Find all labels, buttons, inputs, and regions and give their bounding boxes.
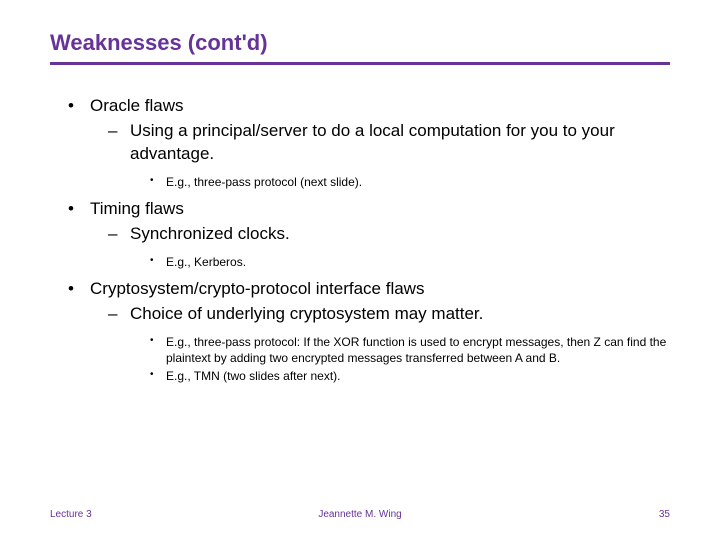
- bullet-marker: –: [108, 303, 130, 326]
- bullet-marker: •: [68, 278, 90, 301]
- bullet-item: • Timing flaws: [68, 198, 670, 221]
- slide-title: Weaknesses (cont'd): [50, 30, 670, 56]
- bullet-text: E.g., three-pass protocol (next slide).: [166, 174, 362, 190]
- bullet-marker: •: [68, 95, 90, 118]
- footer-right: 35: [659, 509, 670, 520]
- bullet-text: Using a principal/server to do a local c…: [130, 120, 670, 166]
- bullet-marker: •: [68, 198, 90, 221]
- bullet-marker: •: [150, 334, 166, 366]
- bullet-text: E.g., Kerberos.: [166, 254, 246, 270]
- bullet-item: • E.g., three-pass protocol (next slide)…: [150, 174, 670, 190]
- slide-content: • Oracle flaws – Using a principal/serve…: [50, 95, 670, 385]
- bullet-marker: –: [108, 223, 130, 246]
- footer-left: Lecture 3: [50, 509, 92, 520]
- bullet-text: E.g., three-pass protocol: If the XOR fu…: [166, 334, 670, 366]
- bullet-text: Cryptosystem/crypto-protocol interface f…: [90, 278, 424, 301]
- bullet-text: Timing flaws: [90, 198, 184, 221]
- bullet-text: E.g., TMN (two slides after next).: [166, 368, 341, 384]
- bullet-text: Synchronized clocks.: [130, 223, 290, 246]
- bullet-marker: •: [150, 254, 166, 270]
- bullet-item: • E.g., three-pass protocol: If the XOR …: [150, 334, 670, 366]
- bullet-marker: –: [108, 120, 130, 166]
- slide: Weaknesses (cont'd) • Oracle flaws – Usi…: [0, 0, 720, 540]
- bullet-marker: •: [150, 368, 166, 384]
- footer-center: Jeannette M. Wing: [318, 509, 401, 520]
- bullet-item: • Cryptosystem/crypto-protocol interface…: [68, 278, 670, 301]
- bullet-item: – Choice of underlying cryptosystem may …: [108, 303, 670, 326]
- bullet-item: • E.g., TMN (two slides after next).: [150, 368, 670, 384]
- bullet-item: – Synchronized clocks.: [108, 223, 670, 246]
- slide-footer: Lecture 3 Jeannette M. Wing 35: [50, 509, 670, 520]
- title-divider: [50, 62, 670, 65]
- bullet-text: Oracle flaws: [90, 95, 184, 118]
- bullet-item: • Oracle flaws: [68, 95, 670, 118]
- bullet-item: – Using a principal/server to do a local…: [108, 120, 670, 166]
- bullet-item: • E.g., Kerberos.: [150, 254, 670, 270]
- bullet-text: Choice of underlying cryptosystem may ma…: [130, 303, 483, 326]
- bullet-marker: •: [150, 174, 166, 190]
